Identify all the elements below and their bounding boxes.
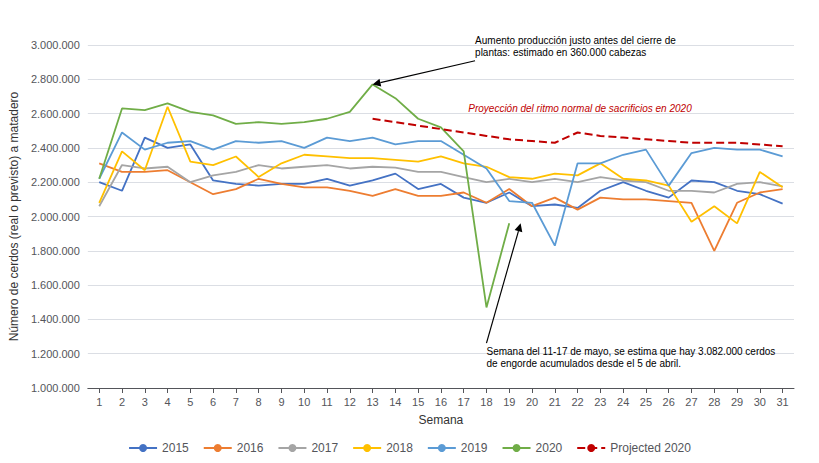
svg-text:2: 2: [119, 396, 125, 408]
svg-text:12: 12: [344, 396, 356, 408]
svg-text:8: 8: [256, 396, 262, 408]
svg-text:1.000.000: 1.000.000: [31, 382, 80, 394]
svg-text:25: 25: [640, 396, 652, 408]
svg-text:20: 20: [526, 396, 538, 408]
svg-text:plantas: estimado en 360.000 c: plantas: estimado en 360.000 cabezas: [475, 47, 646, 58]
svg-text:15: 15: [412, 396, 424, 408]
svg-text:9: 9: [278, 396, 284, 408]
svg-text:26: 26: [663, 396, 675, 408]
svg-text:de engorde acumulados desde el: de engorde acumulados desde el 5 de abri…: [486, 358, 681, 369]
svg-text:Proyección del ritmo normal de: Proyección del ritmo normal de sacrifici…: [468, 103, 692, 114]
svg-text:30: 30: [754, 396, 766, 408]
svg-text:14: 14: [389, 396, 401, 408]
svg-text:18: 18: [480, 396, 492, 408]
svg-text:24: 24: [617, 396, 629, 408]
svg-text:2.800.000: 2.800.000: [31, 73, 80, 85]
svg-text:22: 22: [571, 396, 583, 408]
svg-text:19: 19: [503, 396, 515, 408]
svg-text:21: 21: [549, 396, 561, 408]
svg-text:1.800.000: 1.800.000: [31, 245, 80, 257]
svg-text:2.400.000: 2.400.000: [31, 142, 80, 154]
svg-text:Número de cerdos (real o previ: Número de cerdos (real o previsto) a mat…: [7, 91, 21, 341]
svg-text:29: 29: [731, 396, 743, 408]
svg-text:31: 31: [776, 396, 788, 408]
svg-text:2019: 2019: [461, 441, 488, 455]
svg-text:3: 3: [142, 396, 148, 408]
svg-text:2016: 2016: [237, 441, 264, 455]
svg-text:5: 5: [187, 396, 193, 408]
svg-text:1.600.000: 1.600.000: [31, 279, 80, 291]
svg-text:23: 23: [594, 396, 606, 408]
svg-text:2.200.000: 2.200.000: [31, 176, 80, 188]
svg-text:27: 27: [685, 396, 697, 408]
svg-text:13: 13: [366, 396, 378, 408]
svg-text:1.200.000: 1.200.000: [31, 348, 80, 360]
svg-text:3.000.000: 3.000.000: [31, 39, 80, 51]
svg-text:Aumento producción justo antes: Aumento producción justo antes del cierr…: [475, 35, 676, 46]
svg-text:2018: 2018: [386, 441, 413, 455]
svg-text:Projected 2020: Projected 2020: [610, 441, 691, 455]
svg-text:11: 11: [321, 396, 332, 408]
svg-text:2015: 2015: [162, 441, 189, 455]
svg-text:2.000.000: 2.000.000: [31, 211, 80, 223]
svg-text:17: 17: [458, 396, 470, 408]
svg-text:1.400.000: 1.400.000: [31, 313, 80, 325]
svg-text:2020: 2020: [536, 441, 563, 455]
svg-text:4: 4: [165, 396, 171, 408]
svg-text:2.600.000: 2.600.000: [31, 108, 80, 120]
svg-text:Semana: Semana: [419, 413, 464, 427]
svg-text:16: 16: [435, 396, 447, 408]
svg-text:7: 7: [233, 396, 239, 408]
svg-text:2017: 2017: [311, 441, 338, 455]
svg-text:Semana del 11-17 de mayo, se e: Semana del 11-17 de mayo, se estima que …: [486, 346, 775, 357]
svg-text:10: 10: [298, 396, 310, 408]
svg-text:1: 1: [96, 396, 102, 408]
svg-text:28: 28: [708, 396, 720, 408]
svg-text:6: 6: [210, 396, 216, 408]
